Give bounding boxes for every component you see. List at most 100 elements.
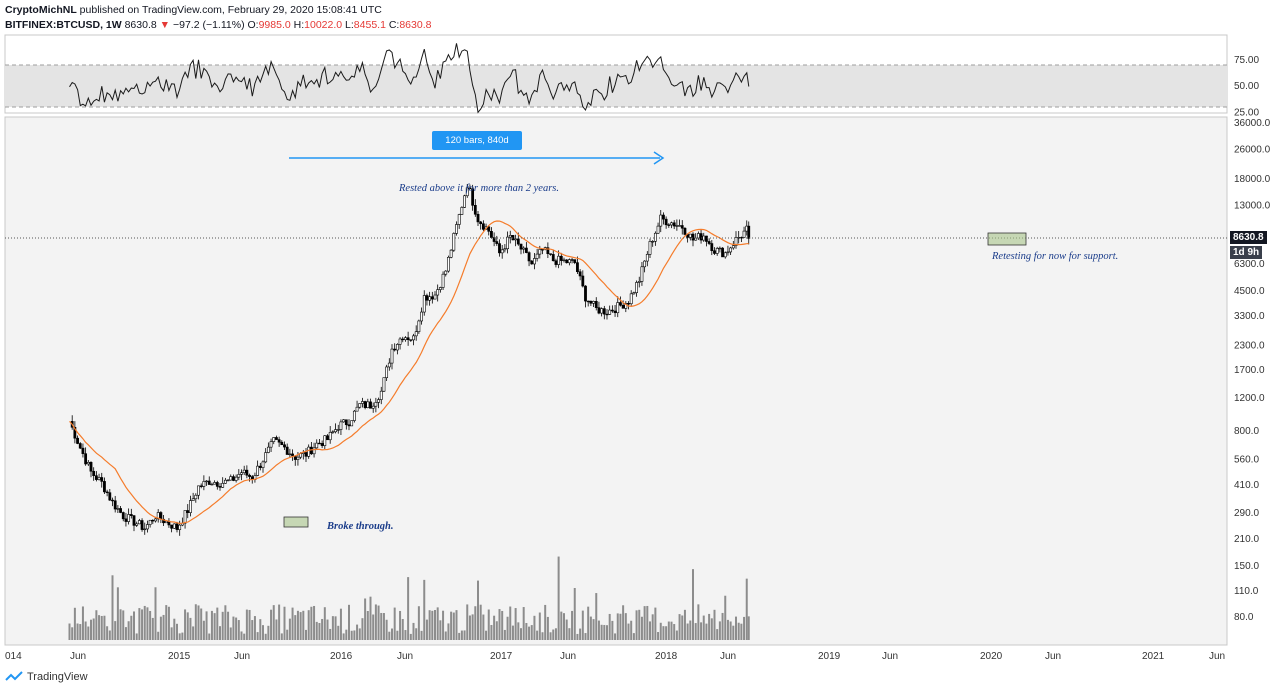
candle	[369, 401, 372, 409]
volume-bar	[372, 614, 375, 640]
volume-bar	[227, 611, 230, 640]
author-name[interactable]: CryptoMichNL	[5, 4, 77, 16]
volume-bar	[194, 604, 197, 640]
time-tick-label: 2019	[818, 651, 841, 662]
candle	[729, 247, 733, 253]
candle	[414, 331, 418, 337]
volume-bar	[326, 619, 329, 640]
candle	[398, 338, 402, 345]
volume-bar	[606, 625, 608, 640]
volume-bar	[729, 621, 732, 640]
volume-bar	[173, 618, 176, 640]
candle	[721, 247, 724, 258]
candle	[487, 226, 491, 232]
price-tick-label: 800.0	[1234, 426, 1259, 437]
candle	[527, 252, 531, 262]
price-tick-label: 18000.0	[1234, 174, 1271, 185]
candle	[514, 238, 518, 241]
candle	[191, 498, 195, 501]
candle	[705, 235, 708, 242]
volume-bar	[579, 628, 582, 640]
volume-bar	[251, 620, 254, 640]
volume-bar	[237, 620, 240, 640]
volume-bar	[157, 631, 160, 640]
volume-bar	[184, 609, 187, 640]
retest-box[interactable]	[987, 232, 1027, 246]
candle	[436, 289, 440, 296]
volume-bar	[124, 627, 127, 640]
volume-bar	[439, 620, 442, 640]
volume-bar	[493, 615, 496, 640]
volume-bar	[114, 621, 117, 640]
volume-bar	[318, 623, 321, 640]
candle	[232, 476, 235, 481]
volume-bar	[745, 578, 748, 640]
volume-bar	[554, 628, 557, 640]
volume-bar	[681, 615, 684, 640]
volume-bar	[167, 606, 170, 640]
volume-bar	[213, 613, 216, 640]
volume-bar	[643, 606, 646, 640]
tradingview-brand[interactable]: TradingView	[27, 671, 88, 683]
candle	[352, 410, 356, 421]
volume-bar	[200, 608, 203, 640]
candle	[643, 260, 647, 268]
volume-bar	[329, 628, 332, 640]
candle	[713, 250, 716, 254]
candle	[245, 469, 249, 476]
candle	[199, 485, 203, 487]
close-label: C:	[388, 19, 400, 31]
candle	[565, 259, 569, 264]
volume-bar	[337, 625, 340, 640]
measure-label: 120 bars, 840d	[432, 131, 522, 150]
candle	[221, 482, 225, 488]
candle	[194, 494, 198, 500]
volume-bar	[538, 612, 541, 640]
candle	[272, 437, 276, 442]
candle	[186, 510, 190, 513]
countdown-badge: 1d 9h	[1230, 246, 1263, 259]
volume-bar	[111, 575, 114, 640]
volume-bar	[76, 623, 79, 640]
volume-bar	[138, 608, 141, 640]
volume-bar	[216, 607, 219, 640]
volume-bar	[106, 626, 109, 640]
volume-bar	[675, 630, 678, 640]
candle	[672, 222, 676, 227]
volume-bar	[563, 613, 565, 640]
time-tick-label: 2016	[330, 651, 353, 662]
volume-bar	[565, 619, 568, 640]
candle	[320, 443, 324, 446]
candle	[213, 482, 217, 485]
symbol-label[interactable]: BITFINEX:BTCUSD, 1W	[5, 19, 122, 31]
time-tick-label: Jun	[882, 651, 898, 662]
volume-bar	[264, 633, 267, 640]
breakout-box[interactable]	[283, 516, 309, 528]
volume-bar	[288, 618, 291, 640]
volume-bar	[259, 619, 262, 640]
volume-bar	[503, 629, 506, 640]
time-tick-label: 2018	[655, 651, 678, 662]
footer: TradingView	[5, 671, 88, 683]
volume-bar	[520, 628, 522, 640]
volume-bar	[635, 610, 638, 640]
candle	[433, 294, 437, 300]
price-tick-label: 150.0	[1234, 561, 1259, 572]
volume-bar	[444, 631, 447, 640]
rsi-band	[5, 65, 1227, 107]
candle	[696, 233, 700, 239]
volume-bar	[243, 633, 246, 640]
volume-bar	[458, 632, 461, 640]
volume-bar	[436, 607, 439, 640]
candle	[92, 470, 96, 476]
candle	[240, 472, 243, 475]
down-arrow-icon: ▼	[159, 19, 171, 31]
candle	[366, 401, 370, 408]
volume-bar	[253, 616, 256, 640]
volume-bar	[245, 609, 248, 640]
volume-bar	[345, 629, 348, 640]
price-axis: 36000.0 26000.0 18000.0 13000.0 6300.0 4500.0…	[1234, 118, 1271, 623]
time-tick-label: Jun	[70, 651, 86, 662]
volume-bar	[546, 616, 549, 640]
